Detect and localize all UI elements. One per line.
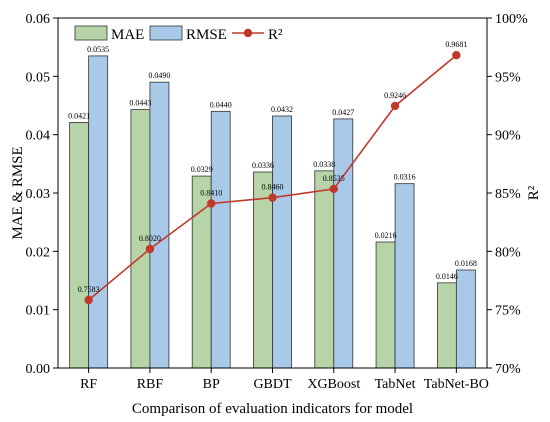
r2-point — [207, 199, 216, 208]
r2-point — [329, 184, 338, 194]
axes-layer: 0.00 0.01 0.02 0.03 0.04 0.05 0.06 70% 75% 80% 85%… — [10, 12, 542, 417]
rmse-bar — [149, 81, 170, 369]
r2-point — [145, 244, 155, 254]
r2-point — [390, 101, 400, 111]
r2-point — [452, 51, 461, 60]
rmse-data-label: 0.0427 — [332, 108, 354, 117]
y-tick-label: 0.04 — [26, 129, 51, 144]
mae-bar — [253, 171, 273, 369]
legend-marker-r2 — [243, 28, 253, 38]
r2-data-label: 0.8410 — [200, 189, 222, 198]
r2-data-label: 0.7583 — [78, 285, 100, 294]
x-tick-label: TabNet — [375, 377, 416, 392]
rmse-data-label: 0.0168 — [455, 259, 477, 268]
x-tick-label: TabNet-BO — [424, 377, 489, 392]
rmse-bar — [88, 55, 109, 369]
legend: MAE RMSE R² — [74, 25, 283, 43]
rmse-data-label: 0.0440 — [210, 100, 232, 109]
r2-data-label: 0.9246 — [384, 91, 406, 100]
legend-label-mae: MAE — [111, 27, 144, 43]
data-labels-layer: 0.0421 0.0535 0.0443 0.0490 0.0329 0.0440 0.03… — [68, 40, 477, 294]
y-tick-label: 0.06 — [26, 12, 51, 27]
mae-bar — [314, 170, 335, 369]
rmse-bar — [210, 110, 231, 369]
rmse-data-label: 0.0490 — [148, 71, 170, 80]
mae-data-label: 0.0443 — [129, 99, 151, 108]
mae-bar — [69, 122, 90, 369]
rmse-data-label: 0.0535 — [87, 45, 109, 54]
y2-tick-label: 70% — [495, 362, 521, 377]
legend-label-r2: R² — [268, 27, 283, 43]
r2-data-label: 0.8535 — [323, 174, 345, 183]
legend-label-rmse: RMSE — [186, 27, 227, 43]
y2-tick-label: 80% — [495, 245, 521, 260]
x-tick-label: RF — [80, 377, 97, 392]
rmse-bar — [272, 115, 292, 369]
y-axis-title: MAE & RMSE — [10, 146, 26, 239]
mae-bar — [436, 282, 457, 369]
rmse-bar — [394, 183, 415, 369]
rmse-data-label: 0.0316 — [394, 173, 416, 182]
mae-data-label: 0.0329 — [191, 165, 213, 174]
y2-tick-label: 75% — [495, 304, 521, 319]
rmse-bar — [333, 118, 354, 369]
x-tick-label: RBF — [137, 377, 164, 392]
mae-data-label: 0.0146 — [436, 272, 458, 281]
legend-swatch-rmse — [149, 25, 183, 41]
mae-data-label: 0.0336 — [252, 161, 274, 170]
y-tick-label: 0.00 — [26, 362, 51, 377]
r2-data-label: 0.9681 — [445, 40, 467, 49]
y2-tick-label: 100% — [495, 12, 528, 27]
legend-swatch-mae — [74, 25, 108, 41]
bars-layer — [69, 55, 476, 369]
r2-data-label: 0.8460 — [262, 183, 284, 192]
x-tick-label: XGBoost — [307, 377, 360, 392]
y2-axis-title: R² — [526, 185, 542, 200]
y2-tick-label: 95% — [495, 70, 521, 85]
y-tick-label: 0.01 — [26, 304, 51, 319]
mae-bar — [375, 241, 396, 369]
mae-data-label: 0.0216 — [375, 231, 397, 240]
y-tick-label: 0.03 — [26, 187, 51, 202]
x-tick-label: BP — [203, 377, 220, 392]
mae-data-label: 0.0421 — [68, 111, 90, 120]
r2-data-label: 0.8020 — [139, 234, 161, 243]
rmse-bar — [455, 269, 476, 369]
x-tick-label: GBDT — [253, 377, 292, 392]
r2-line-layer — [84, 51, 461, 305]
y2-tick-label: 85% — [495, 187, 521, 202]
x-axis-title: Comparison of evaluation indicators for … — [132, 401, 413, 417]
rmse-data-label: 0.0432 — [271, 105, 293, 114]
y-tick-label: 0.05 — [26, 70, 51, 85]
r2-point — [268, 193, 277, 202]
r2-point — [84, 295, 93, 305]
y-tick-label: 0.02 — [26, 245, 51, 260]
y2-tick-label: 90% — [495, 129, 521, 144]
mae-data-label: 0.0338 — [313, 160, 335, 169]
